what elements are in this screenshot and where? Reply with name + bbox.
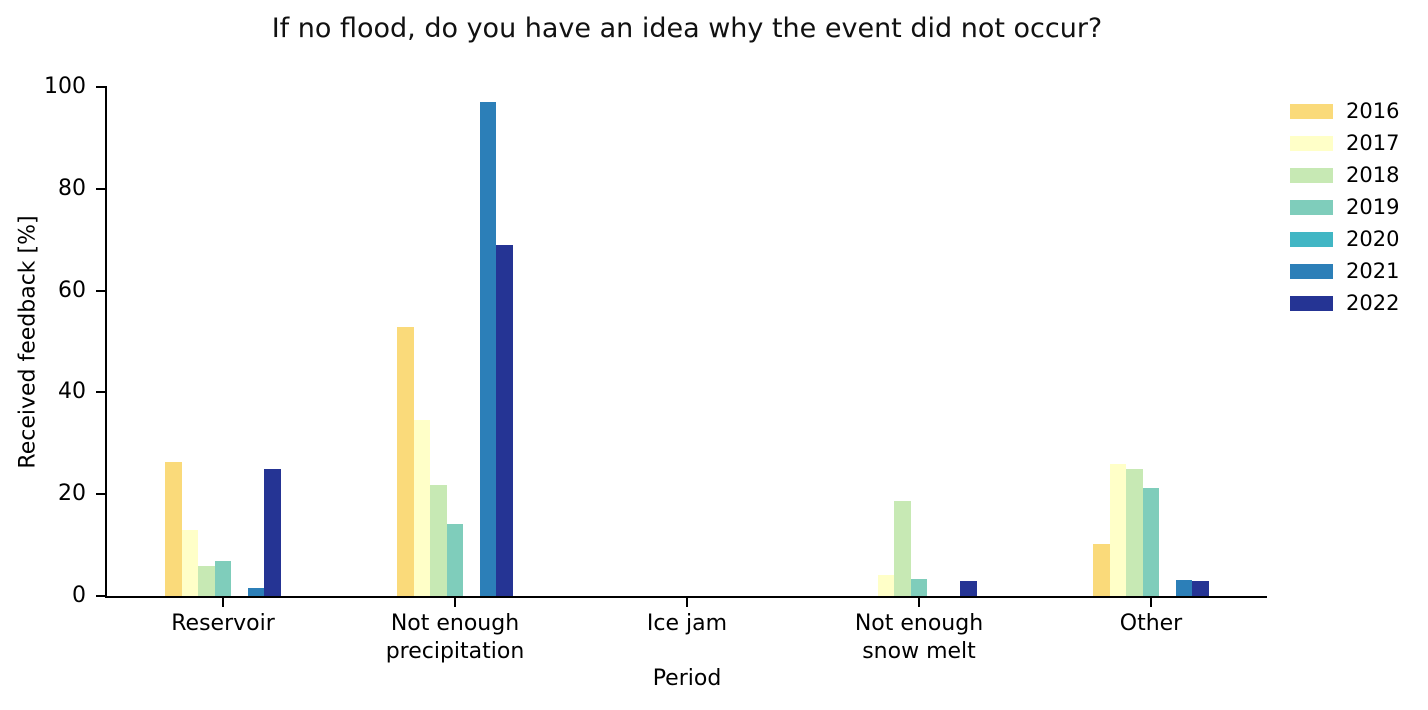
- bar-group: [1092, 87, 1210, 596]
- bar: [1126, 469, 1143, 596]
- x-tick-label-line: Other: [1119, 611, 1183, 636]
- legend-swatch: [1290, 231, 1333, 247]
- y-axis-label: Received feedback [%]: [15, 215, 41, 469]
- x-tick: [222, 598, 224, 607]
- legend-swatch: [1290, 263, 1333, 279]
- bar: [1109, 464, 1127, 596]
- x-tick-label: Ice jam: [571, 610, 803, 638]
- legend-item: 2021: [1290, 260, 1399, 282]
- x-axis-label: Period: [652, 666, 722, 691]
- legend-label: 2021: [1346, 259, 1400, 283]
- legend-swatch: [1290, 167, 1333, 183]
- legend-item: 2019: [1290, 196, 1399, 218]
- legend-swatch: [1290, 103, 1333, 119]
- bar-group: [164, 87, 282, 596]
- bar: [413, 419, 431, 596]
- x-axis-line: [105, 596, 1267, 598]
- legend-label: 2018: [1346, 163, 1400, 187]
- x-tick-label: Not enough snow melt: [803, 610, 1035, 666]
- legend-swatch: [1290, 295, 1333, 311]
- bar: [214, 560, 232, 596]
- bar: [479, 102, 497, 596]
- y-tick-label: 80: [58, 175, 86, 201]
- legend: 2016 2017 2018 2019 2020 2021 2022: [1290, 100, 1399, 324]
- y-tick-label: 0: [72, 583, 86, 608]
- x-tick-label: Reservoir: [107, 610, 339, 638]
- bar: [894, 500, 911, 596]
- bar-group: [629, 87, 745, 596]
- legend-item: 2020: [1290, 228, 1399, 250]
- y-tick: [96, 289, 105, 292]
- x-tick-label-line: Ice jam: [646, 611, 728, 636]
- bar: [1175, 579, 1193, 596]
- bar: [496, 245, 514, 596]
- legend-item: 2017: [1290, 132, 1399, 154]
- x-tick-label-line: Not enough: [854, 611, 984, 636]
- x-tick-label-line: snow melt: [862, 639, 976, 664]
- y-tick: [96, 391, 105, 394]
- bar: [264, 468, 282, 596]
- bar: [910, 578, 928, 596]
- y-tick: [96, 595, 105, 597]
- bar-group: [396, 87, 514, 596]
- legend-label: 2019: [1346, 195, 1400, 219]
- bar: [1092, 543, 1110, 596]
- legend-label: 2017: [1346, 131, 1400, 155]
- bar: [1142, 487, 1160, 596]
- x-tick: [918, 598, 920, 607]
- y-tick-label: 60: [58, 277, 86, 303]
- x-tick-label-line: precipitation: [385, 639, 525, 664]
- bar: [960, 580, 978, 596]
- legend-item: 2022: [1290, 292, 1399, 314]
- bar-group: [861, 87, 978, 596]
- y-tick: [96, 493, 105, 496]
- x-tick-label-line: Reservoir: [171, 611, 275, 636]
- bar: [396, 327, 414, 596]
- legend-label: 2022: [1346, 291, 1400, 315]
- bar: [247, 587, 265, 596]
- x-tick-label-line: Not enough: [390, 611, 520, 636]
- x-tick-label: Other: [1035, 610, 1267, 638]
- legend-label: 2016: [1346, 99, 1400, 123]
- bar: [430, 485, 447, 596]
- legend-item: 2018: [1290, 164, 1399, 186]
- bar: [1192, 580, 1210, 596]
- x-tick: [686, 598, 688, 607]
- bar: [181, 529, 199, 596]
- bar: [446, 523, 464, 596]
- bar: [877, 574, 895, 596]
- y-tick: [96, 86, 105, 88]
- legend-swatch: [1290, 135, 1333, 151]
- x-tick: [454, 598, 456, 607]
- y-tick: [96, 187, 105, 190]
- legend-swatch: [1290, 199, 1333, 215]
- legend-item: 2016: [1290, 100, 1399, 122]
- chart-title: If no flood, do you have an idea why the…: [271, 13, 1103, 44]
- y-tick-label: 40: [58, 379, 86, 405]
- y-tick-label: 20: [58, 481, 86, 507]
- bar: [198, 565, 215, 596]
- bar: [164, 462, 182, 596]
- x-tick: [1150, 598, 1152, 607]
- y-tick-label: 100: [44, 74, 86, 99]
- y-axis-line: [105, 86, 107, 598]
- x-tick-label: Not enough precipitation: [339, 610, 571, 666]
- legend-label: 2020: [1346, 227, 1400, 251]
